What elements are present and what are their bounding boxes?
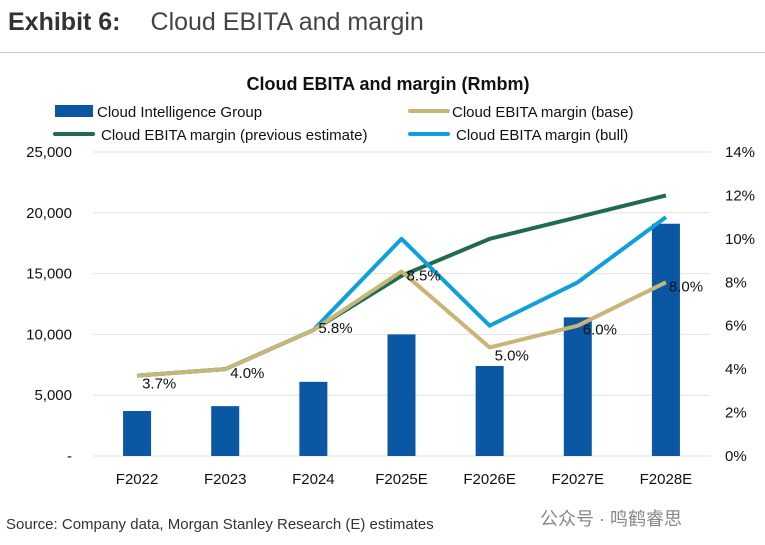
right-tick-label: 12% bbox=[725, 187, 755, 204]
source-note: Source: Company data, Morgan Stanley Res… bbox=[6, 516, 434, 533]
chart: Cloud EBITA and margin (Rmbm) Cloud Intel… bbox=[26, 74, 755, 488]
x-tick-label: F2027E bbox=[552, 471, 605, 488]
data-label: 8.0% bbox=[669, 278, 703, 295]
data-label: 5.8% bbox=[318, 320, 352, 337]
bar-F2024 bbox=[299, 381, 328, 456]
right-tick-label: 2% bbox=[725, 405, 747, 422]
left-tick-label: 15,000 bbox=[26, 266, 72, 283]
x-tick-label: F2022 bbox=[116, 471, 159, 488]
bar-F2027E bbox=[563, 317, 592, 456]
right-tick-label: 14% bbox=[725, 144, 755, 161]
bar-F2025E bbox=[387, 334, 416, 456]
data-label: 6.0% bbox=[583, 322, 617, 339]
x-tick-label: F2025E bbox=[375, 471, 428, 488]
bar-F2022 bbox=[123, 411, 152, 456]
right-tick-label: 10% bbox=[725, 231, 755, 248]
exhibit-header: Exhibit 6: Cloud EBITA and margin bbox=[8, 8, 424, 37]
x-tick-label: F2026E bbox=[463, 471, 516, 488]
x-tick-label: F2023 bbox=[204, 471, 247, 488]
legend-label: Cloud EBITA margin (bull) bbox=[456, 127, 628, 144]
legend-label: Cloud Intelligence Group bbox=[97, 104, 262, 121]
header-divider bbox=[0, 52, 765, 53]
legend-label: Cloud EBITA margin (previous estimate) bbox=[101, 127, 368, 144]
data-label: 4.0% bbox=[230, 365, 264, 382]
bar-F2026E bbox=[475, 366, 504, 456]
legend-swatch-bars bbox=[55, 105, 93, 117]
data-label: 8.5% bbox=[407, 267, 441, 284]
x-tick-label: F2028E bbox=[640, 471, 693, 488]
legend-label: Cloud EBITA margin (base) bbox=[452, 104, 633, 121]
left-tick-label: 25,000 bbox=[26, 144, 72, 161]
chart-title: Cloud EBITA and margin (Rmbm) bbox=[247, 74, 530, 94]
watermark: 公众号 · 鸣鹤睿思 bbox=[540, 509, 682, 529]
right-tick-label: 6% bbox=[725, 318, 747, 335]
exhibit-title: Cloud EBITA and margin bbox=[150, 8, 424, 36]
bar-F2028E bbox=[651, 223, 680, 456]
left-tick-label: 10,000 bbox=[26, 326, 72, 343]
data-label: 3.7% bbox=[142, 376, 176, 393]
exhibit-number: Exhibit 6: bbox=[8, 8, 121, 36]
right-tick-label: 4% bbox=[725, 361, 747, 378]
right-tick-label: 8% bbox=[725, 274, 747, 291]
left-tick-label: - bbox=[67, 448, 72, 465]
bar-F2023 bbox=[211, 406, 240, 456]
left-tick-label: 5,000 bbox=[34, 387, 72, 404]
right-tick-label: 0% bbox=[725, 448, 747, 465]
data-label: 5.0% bbox=[495, 347, 529, 364]
left-tick-label: 20,000 bbox=[26, 205, 72, 222]
x-tick-label: F2024 bbox=[292, 471, 335, 488]
